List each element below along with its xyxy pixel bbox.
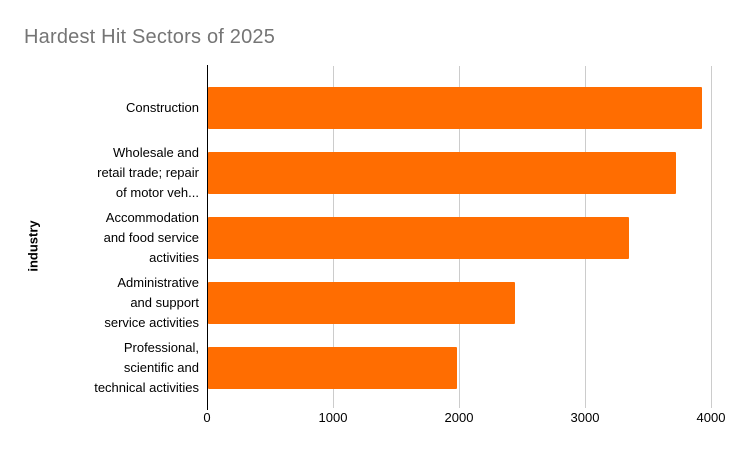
bar-row — [208, 335, 711, 400]
category-label: Accommodation and food service activitie… — [103, 209, 199, 265]
x-tick-label: 1000 — [318, 410, 348, 425]
category-label-row: Construction — [0, 75, 199, 140]
x-tick-label: 4000 — [696, 410, 726, 425]
category-label-row: Accommodation and food service activitie… — [0, 205, 199, 270]
bar-row — [208, 140, 711, 205]
bars-layer — [208, 75, 711, 400]
bar — [208, 216, 630, 259]
category-label: Wholesale and retail trade; repair of mo… — [97, 144, 199, 200]
x-tick-label: 0 — [203, 410, 211, 425]
category-label-row: Administrative and support service activ… — [0, 270, 199, 335]
category-label-row: Wholesale and retail trade; repair of mo… — [0, 140, 199, 205]
bar-row — [208, 205, 711, 270]
axis-baseline — [206, 65, 208, 410]
category-label: Administrative and support service activ… — [104, 274, 199, 330]
bar-row — [208, 75, 711, 140]
bar-row — [208, 270, 711, 335]
bar — [208, 86, 703, 129]
bar — [208, 281, 515, 324]
bar — [208, 151, 676, 194]
category-label-row: Professional, scientific and technical a… — [0, 335, 199, 400]
x-tick-label: 2000 — [444, 410, 474, 425]
x-tick-label: 3000 — [570, 410, 600, 425]
chart-title: Hardest Hit Sectors of 2025 — [24, 26, 276, 48]
gridline — [710, 66, 712, 408]
x-axis-tick-labels: 0 1000 2000 3000 4000 — [203, 410, 725, 426]
category-label: Professional, scientific and technical a… — [94, 339, 199, 395]
category-label: Construction — [126, 99, 199, 115]
bar — [208, 346, 457, 389]
category-labels-layer: Construction Wholesale and retail trade; … — [0, 75, 199, 400]
